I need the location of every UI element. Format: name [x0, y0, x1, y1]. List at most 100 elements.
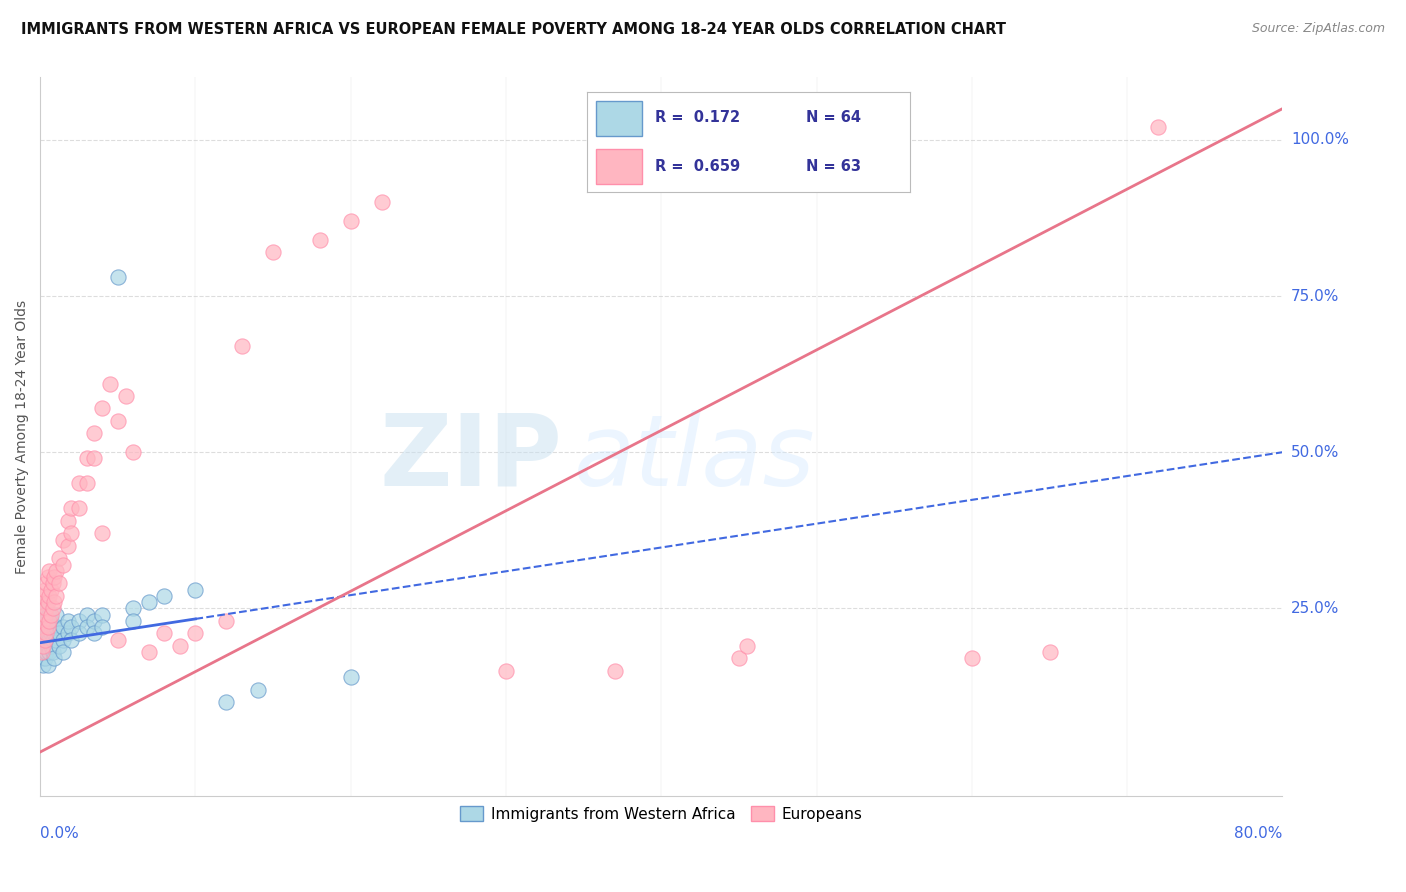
Point: [76, 476, 98, 491]
Point: [37, 570, 59, 584]
Point: [153, 589, 176, 603]
Point: [34, 614, 56, 628]
Point: [32, 645, 55, 659]
Text: 50.0%: 50.0%: [1291, 445, 1339, 459]
Point: [31, 626, 53, 640]
Point: [67, 501, 90, 516]
Point: [31, 632, 53, 647]
Point: [262, 245, 284, 260]
Point: [308, 233, 330, 247]
Point: [41, 620, 63, 634]
Point: [52, 558, 75, 572]
Point: [38, 632, 60, 647]
Point: [32, 632, 55, 647]
Point: [215, 614, 238, 628]
Point: [37, 620, 59, 634]
Point: [37, 657, 59, 672]
Point: [39, 626, 62, 640]
Point: [32, 607, 55, 622]
Text: 80.0%: 80.0%: [1234, 826, 1282, 841]
Text: 0.0%: 0.0%: [41, 826, 79, 841]
Point: [1147, 120, 1170, 135]
Point: [39, 607, 62, 622]
Point: [35, 601, 58, 615]
Point: [83, 626, 105, 640]
Point: [31, 639, 53, 653]
Point: [76, 620, 98, 634]
Point: [246, 682, 269, 697]
Point: [45, 564, 67, 578]
Point: [39, 614, 62, 628]
Point: [60, 632, 83, 647]
Point: [215, 695, 238, 709]
Point: [67, 626, 90, 640]
Point: [37, 595, 59, 609]
Point: [32, 589, 55, 603]
Point: [31, 595, 53, 609]
Point: [107, 632, 129, 647]
Point: [35, 626, 58, 640]
Point: [48, 576, 70, 591]
Text: Source: ZipAtlas.com: Source: ZipAtlas.com: [1251, 22, 1385, 36]
Point: [735, 639, 758, 653]
Point: [35, 632, 58, 647]
Point: [60, 620, 83, 634]
Point: [339, 670, 361, 684]
Point: [39, 582, 62, 597]
Point: [56, 626, 79, 640]
Point: [32, 614, 55, 628]
Point: [83, 614, 105, 628]
Point: [52, 620, 75, 634]
Point: [107, 270, 129, 285]
Point: [48, 551, 70, 566]
Point: [48, 626, 70, 640]
Point: [32, 639, 55, 653]
Point: [728, 651, 751, 665]
Point: [184, 582, 207, 597]
Point: [37, 626, 59, 640]
Point: [41, 632, 63, 647]
Point: [960, 651, 983, 665]
Point: [31, 645, 53, 659]
Point: [122, 614, 145, 628]
Point: [41, 601, 63, 615]
Point: [91, 526, 114, 541]
Point: [45, 620, 67, 634]
Point: [45, 589, 67, 603]
Point: [371, 195, 394, 210]
Point: [32, 620, 55, 634]
Point: [37, 639, 59, 653]
Point: [67, 476, 90, 491]
Point: [52, 533, 75, 547]
Point: [83, 451, 105, 466]
Point: [35, 601, 58, 615]
Point: [35, 645, 58, 659]
Text: 25.0%: 25.0%: [1291, 601, 1339, 615]
Point: [41, 645, 63, 659]
Text: 100.0%: 100.0%: [1291, 132, 1348, 147]
Point: [67, 614, 90, 628]
Point: [35, 576, 58, 591]
Point: [45, 632, 67, 647]
Point: [38, 620, 60, 634]
Text: atlas: atlas: [574, 409, 815, 507]
Point: [169, 639, 191, 653]
Point: [37, 614, 59, 628]
Point: [38, 645, 60, 659]
Point: [91, 607, 114, 622]
Point: [39, 639, 62, 653]
Point: [38, 589, 60, 603]
Point: [231, 339, 253, 353]
Point: [34, 582, 56, 597]
Text: IMMIGRANTS FROM WESTERN AFRICA VS EUROPEAN FEMALE POVERTY AMONG 18-24 YEAR OLDS : IMMIGRANTS FROM WESTERN AFRICA VS EUROPE…: [21, 22, 1007, 37]
Point: [38, 607, 60, 622]
Y-axis label: Female Poverty Among 18-24 Year Olds: Female Poverty Among 18-24 Year Olds: [15, 300, 30, 574]
Point: [56, 614, 79, 628]
Point: [339, 214, 361, 228]
Point: [45, 607, 67, 622]
Point: [34, 607, 56, 622]
Point: [42, 595, 65, 609]
Text: 75.0%: 75.0%: [1291, 288, 1339, 303]
Point: [34, 651, 56, 665]
Point: [31, 620, 53, 634]
